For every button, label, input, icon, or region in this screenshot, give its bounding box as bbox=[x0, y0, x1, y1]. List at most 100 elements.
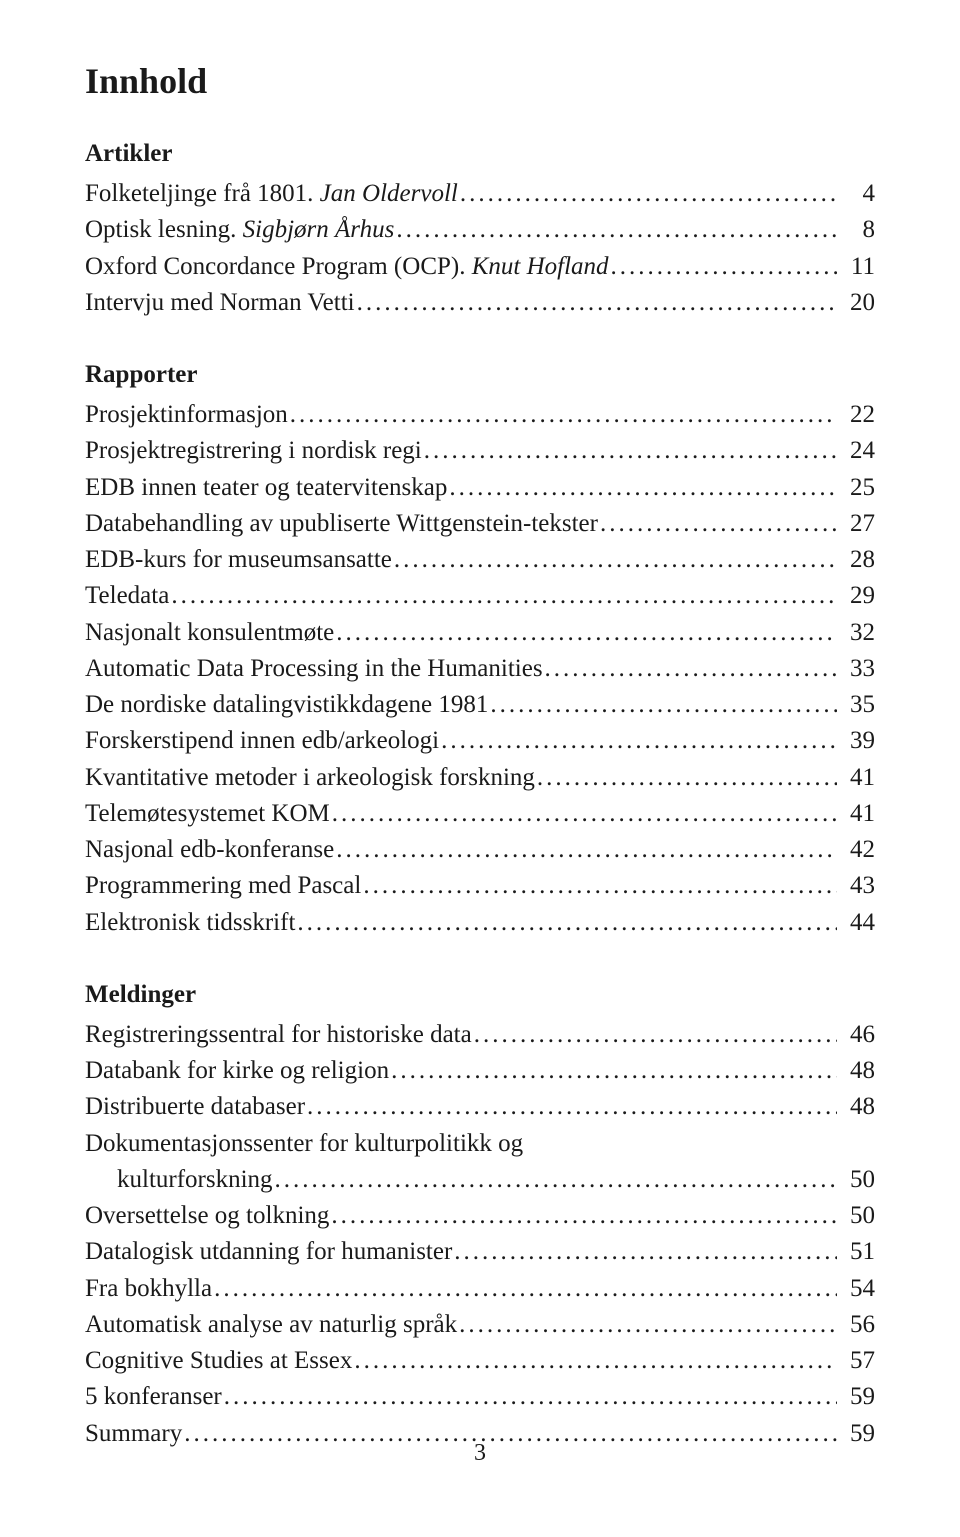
toc-dot-leader bbox=[459, 1307, 837, 1343]
toc-entry: Kvantitative metoder i arkeologisk forsk… bbox=[85, 760, 875, 796]
toc-entry-label: Telemøtesystemet KOM bbox=[85, 800, 330, 827]
toc-dot-leader bbox=[336, 832, 837, 868]
toc-entry-label: Oversettelse og tolkning bbox=[85, 1202, 329, 1229]
toc-entry: Nasjonal edb-konferanse42 bbox=[85, 832, 875, 868]
toc-entry-page: 48 bbox=[839, 1089, 875, 1125]
toc-dot-leader bbox=[171, 578, 837, 614]
toc-entry-page: 20 bbox=[839, 285, 875, 321]
toc-entry-page: 41 bbox=[839, 796, 875, 832]
toc-entry-page: 51 bbox=[839, 1234, 875, 1270]
toc-dot-leader bbox=[537, 760, 837, 796]
section-heading: Meldinger bbox=[85, 981, 875, 1009]
toc-entry-label-wrap: Datalogisk utdanning for humanister bbox=[85, 1234, 452, 1270]
toc-dot-leader bbox=[275, 1162, 837, 1198]
toc-entry-label: Fra bokhylla bbox=[85, 1275, 212, 1302]
toc-dot-leader bbox=[391, 1053, 837, 1089]
toc-dot-leader bbox=[611, 249, 837, 285]
toc-entry-label-wrap: EDB innen teater og teatervitenskap bbox=[85, 470, 447, 506]
toc-entry-page: 50 bbox=[839, 1198, 875, 1234]
toc-entry-page: 50 bbox=[839, 1162, 875, 1198]
toc-entry-label: Forskerstipend innen edb/arkeologi bbox=[85, 727, 439, 754]
toc-entry-label-wrap: kulturforskning bbox=[85, 1162, 273, 1198]
toc-entry-page: 25 bbox=[839, 470, 875, 506]
toc-entry: Distribuerte databaser48 bbox=[85, 1089, 875, 1125]
toc-dot-leader bbox=[336, 615, 837, 651]
toc-entry-label: Prosjektregistrering i nordisk regi bbox=[85, 437, 422, 464]
toc-entry-label: Registreringssentral for historiske data bbox=[85, 1021, 472, 1048]
toc-entry-page: 29 bbox=[839, 578, 875, 614]
toc-entry: EDB innen teater og teatervitenskap 25 bbox=[85, 470, 875, 506]
toc-section: ArtiklerFolketeljinge frå 1801. Jan Olde… bbox=[85, 140, 875, 321]
toc-dot-leader bbox=[307, 1089, 837, 1125]
toc-entry: Prosjektinformasjon22 bbox=[85, 397, 875, 433]
toc-entry: Folketeljinge frå 1801. Jan Oldervoll4 bbox=[85, 176, 875, 212]
toc-entry-author: Knut Hofland bbox=[472, 253, 609, 280]
toc-entry: Automatisk analyse av naturlig språk 56 bbox=[85, 1307, 875, 1343]
toc-entry: Oxford Concordance Program (OCP). Knut H… bbox=[85, 249, 875, 285]
toc-dot-leader bbox=[357, 285, 837, 321]
toc-entry-page: 48 bbox=[839, 1053, 875, 1089]
toc-dot-leader bbox=[545, 651, 837, 687]
toc-entry: Teledata 29 bbox=[85, 578, 875, 614]
toc-dot-leader bbox=[454, 1234, 837, 1270]
toc-entry: Automatic Data Processing in the Humanit… bbox=[85, 651, 875, 687]
toc-entry-label: Intervju med Norman Vetti bbox=[85, 289, 355, 316]
section-heading: Artikler bbox=[85, 140, 875, 168]
toc-entry-label-wrap: Teledata bbox=[85, 578, 169, 614]
toc-entry-label: Kvantitative metoder i arkeologisk forsk… bbox=[85, 764, 535, 791]
toc-dot-leader bbox=[290, 397, 837, 433]
toc-dot-leader bbox=[600, 506, 837, 542]
toc-dot-leader bbox=[214, 1271, 837, 1307]
toc-entry-label-wrap: Registreringssentral for historiske data bbox=[85, 1017, 472, 1053]
toc-dot-leader bbox=[394, 542, 837, 578]
toc-entry: EDB-kurs for museumsansatte28 bbox=[85, 542, 875, 578]
toc-entry-label: Programmering med Pascal bbox=[85, 872, 361, 899]
toc-entry-label-wrap: Nasjonalt konsulentmøte bbox=[85, 615, 334, 651]
toc-entry-label-wrap: Oxford Concordance Program (OCP). Knut H… bbox=[85, 249, 609, 285]
toc-dot-leader bbox=[460, 176, 837, 212]
toc-entry-label-wrap: Prosjektinformasjon bbox=[85, 397, 288, 433]
toc-entry-page: 4 bbox=[839, 176, 875, 212]
toc-dot-leader bbox=[331, 1198, 837, 1234]
toc-entry-label: Oxford Concordance Program (OCP). bbox=[85, 253, 472, 280]
toc-entry-label-wrap: 5 konferanser bbox=[85, 1379, 222, 1415]
toc-dot-leader bbox=[363, 868, 837, 904]
toc-entry: Databehandling av upubliserte Wittgenste… bbox=[85, 506, 875, 542]
toc-entry-page: 46 bbox=[839, 1017, 875, 1053]
toc-entry-page: 56 bbox=[839, 1307, 875, 1343]
toc-entry: Nasjonalt konsulentmøte32 bbox=[85, 615, 875, 651]
toc-entry-author: Jan Oldervoll bbox=[320, 180, 458, 207]
toc-entry-label-wrap: Databank for kirke og religion bbox=[85, 1053, 389, 1089]
toc-entry-label: Teledata bbox=[85, 582, 169, 609]
toc-dot-leader bbox=[424, 433, 837, 469]
toc-entry-page: 41 bbox=[839, 760, 875, 796]
toc-entry-page: 33 bbox=[839, 651, 875, 687]
toc-entry-label-wrap: Automatic Data Processing in the Humanit… bbox=[85, 651, 543, 687]
toc-entry-label: Databank for kirke og religion bbox=[85, 1057, 389, 1084]
toc-entry-label-wrap: Cognitive Studies at Essex bbox=[85, 1343, 352, 1379]
toc-entry-label-wrap: Oversettelse og tolkning bbox=[85, 1198, 329, 1234]
toc-entry-page: 43 bbox=[839, 868, 875, 904]
toc-entry-label: Prosjektinformasjon bbox=[85, 401, 288, 428]
toc-entry-label-wrap: Fra bokhylla bbox=[85, 1271, 212, 1307]
toc-entry-author: Sigbjørn Århus bbox=[243, 216, 395, 243]
toc-entry: Prosjektregistrering i nordisk regi 24 bbox=[85, 433, 875, 469]
page-number: 3 bbox=[0, 1440, 960, 1467]
toc-entry: Fra bokhylla54 bbox=[85, 1271, 875, 1307]
section-heading: Rapporter bbox=[85, 361, 875, 389]
toc-section: RapporterProsjektinformasjon22Prosjektre… bbox=[85, 361, 875, 941]
toc-entry-page: 24 bbox=[839, 433, 875, 469]
page-title: Innhold bbox=[85, 60, 875, 102]
toc-entry: De nordiske datalingvistikkdagene 198135 bbox=[85, 687, 875, 723]
toc-entry-page: 39 bbox=[839, 723, 875, 759]
toc-entry: Intervju med Norman Vetti 20 bbox=[85, 285, 875, 321]
toc-entry-label-wrap: Nasjonal edb-konferanse bbox=[85, 832, 334, 868]
toc-dot-leader bbox=[449, 470, 837, 506]
toc-entry-page: 27 bbox=[839, 506, 875, 542]
toc-entry: Programmering med Pascal 43 bbox=[85, 868, 875, 904]
toc-sections-container: ArtiklerFolketeljinge frå 1801. Jan Olde… bbox=[85, 140, 875, 1452]
toc-entry-label: Datalogisk utdanning for humanister bbox=[85, 1238, 452, 1265]
toc-entry-label-wrap: Prosjektregistrering i nordisk regi bbox=[85, 433, 422, 469]
toc-dot-leader bbox=[332, 796, 837, 832]
toc-entry-label: Automatisk analyse av naturlig språk bbox=[85, 1311, 457, 1338]
